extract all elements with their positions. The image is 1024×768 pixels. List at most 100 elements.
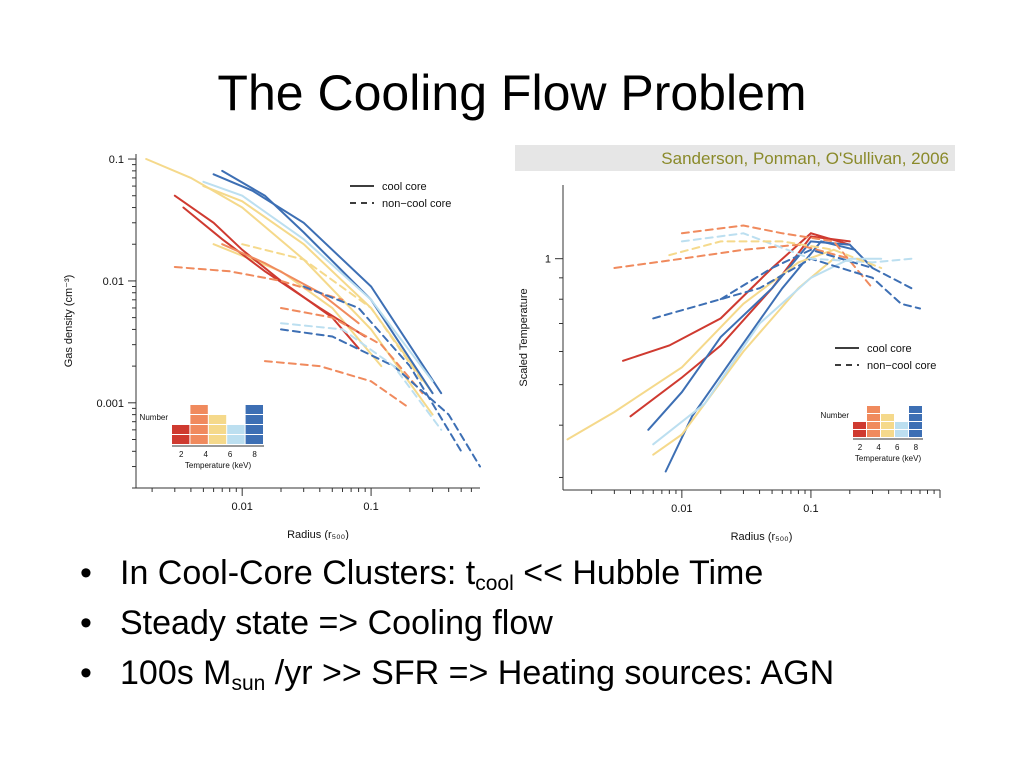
colorbar-cell — [190, 425, 208, 434]
bullet-text: In Cool-Core Clusters: t — [120, 554, 476, 592]
colorbar-axis-label: Temperature (keV) — [855, 454, 922, 463]
colorbar-cell — [853, 430, 866, 437]
bullet-text: Steady state => Cooling flow — [120, 604, 553, 642]
series-line — [664, 240, 857, 473]
bullet-item: • In Cool-Core Clusters: tcool << Hubble … — [80, 548, 980, 598]
series-line — [182, 206, 367, 338]
colorbar-cell — [227, 425, 245, 434]
x-axis-label: Radius (r₅₀₀) — [287, 529, 349, 540]
series-line — [280, 322, 443, 431]
x-tick-label: 0.01 — [231, 501, 252, 513]
bullet-list: • In Cool-Core Clusters: tcool << Hubble … — [80, 548, 980, 698]
citation-banner — [515, 145, 955, 171]
bullet-dot: • — [80, 554, 92, 592]
series-line — [145, 158, 434, 416]
colorbar-axis-label: Temperature (keV) — [185, 461, 252, 470]
legend-label: non−cool core — [382, 198, 451, 210]
series-line — [263, 360, 411, 410]
colorbar-cell — [208, 435, 227, 444]
series-line — [652, 257, 883, 446]
series-line — [221, 243, 360, 325]
colorbar-cell — [867, 414, 880, 421]
y-tick-label: 0.01 — [103, 276, 124, 288]
y-tick-label: 1 — [545, 254, 551, 266]
chart-title: Sanderson, Ponman, O'Sullivan, 2006 — [661, 149, 949, 168]
bullet-text: /yr >> SFR => Heating sources: AGN — [265, 654, 835, 692]
series-line — [647, 240, 874, 431]
series-line — [280, 307, 424, 395]
colorbar-tick-label: 8 — [914, 443, 919, 452]
colorbar-cell — [895, 422, 908, 429]
colorbar-cell — [881, 430, 894, 437]
colorbar-cell — [909, 406, 922, 413]
colorbar-cell — [909, 422, 922, 429]
y-axis-label: Scaled Temperature — [518, 288, 530, 386]
colorbar-tick-label: 8 — [252, 450, 257, 459]
y-axis-label: Gas density (cm⁻³) — [63, 275, 75, 368]
bullet-item: • Steady state => Cooling flow — [80, 598, 980, 648]
colorbar-cell — [245, 435, 263, 444]
colorbar-tick-label: 2 — [179, 450, 184, 459]
colorbar-cell — [227, 435, 245, 444]
bullet-item: • 100s Msun /yr >> SFR => Heating sources… — [80, 648, 980, 698]
colorbar-cell — [867, 430, 880, 437]
colorbar-label: Number — [821, 411, 850, 420]
series-line — [629, 235, 851, 418]
series-line — [613, 243, 851, 269]
colorbar-cell — [881, 414, 894, 421]
bullet-text: << Hubble Time — [513, 554, 764, 592]
colorbar-cell — [190, 415, 208, 424]
legend-label: non−cool core — [867, 360, 936, 372]
colorbar-cell — [172, 435, 190, 444]
colorbar-cell — [245, 405, 263, 414]
y-tick-label: 0.001 — [96, 398, 124, 410]
colorbar-cell — [208, 415, 227, 424]
colorbar-cell — [867, 406, 880, 413]
scaled-temperature-chart: Sanderson, Ponman, O'Sullivan, 2006 0.01 0… — [515, 145, 955, 543]
bullet-subscript: cool — [475, 572, 514, 595]
series-line — [719, 248, 913, 301]
colorbar-tick-label: 2 — [858, 443, 863, 452]
bullet-dot: • — [80, 654, 92, 692]
colorbar-label: Number — [140, 413, 169, 422]
colorbar-tick-label: 6 — [895, 443, 900, 452]
colorbar-cell — [909, 414, 922, 421]
series-line — [566, 248, 835, 441]
series-line — [302, 285, 463, 453]
series-line — [652, 257, 835, 456]
colorbar-cell — [190, 435, 208, 444]
bullet-subscript: sun — [231, 672, 266, 695]
x-axis-label: Radius (r₅₀₀) — [731, 531, 793, 543]
colorbar-cell — [245, 425, 263, 434]
series-line — [280, 328, 481, 468]
series-line — [212, 173, 443, 395]
series-line — [680, 224, 874, 290]
colorbar-cell — [909, 430, 922, 437]
slide-title: The Cooling Flow Problem — [217, 65, 807, 121]
series-line — [202, 185, 434, 395]
x-tick-label: 0.1 — [803, 503, 818, 515]
series-line — [241, 243, 424, 383]
colorbar-tick-label: 4 — [876, 443, 881, 452]
series-line — [173, 266, 344, 301]
x-tick-label: 0.1 — [363, 501, 378, 513]
colorbar-cell — [895, 430, 908, 437]
colorbar-cell — [208, 425, 227, 434]
colorbar-cell — [245, 415, 263, 424]
bullet-dot: • — [80, 604, 92, 642]
series-line — [202, 180, 434, 383]
colorbar-cell — [190, 405, 208, 414]
legend-label: cool core — [382, 181, 427, 193]
gas-density-chart: 0.01 0.1 0.1 0.01 0.001 Radius (r₅₀₀) Gas dens… — [63, 154, 481, 540]
y-tick-label: 0.1 — [109, 154, 124, 166]
legend-label: cool core — [867, 343, 912, 355]
bullet-text: 100s M — [120, 654, 232, 692]
colorbar-cell — [881, 422, 894, 429]
colorbar-cell — [853, 422, 866, 429]
colorbar-tick-label: 4 — [203, 450, 208, 459]
series-line — [173, 194, 360, 350]
series-line — [668, 240, 883, 269]
series-line — [622, 232, 851, 362]
colorbar-cell — [867, 422, 880, 429]
series-line — [680, 232, 913, 264]
